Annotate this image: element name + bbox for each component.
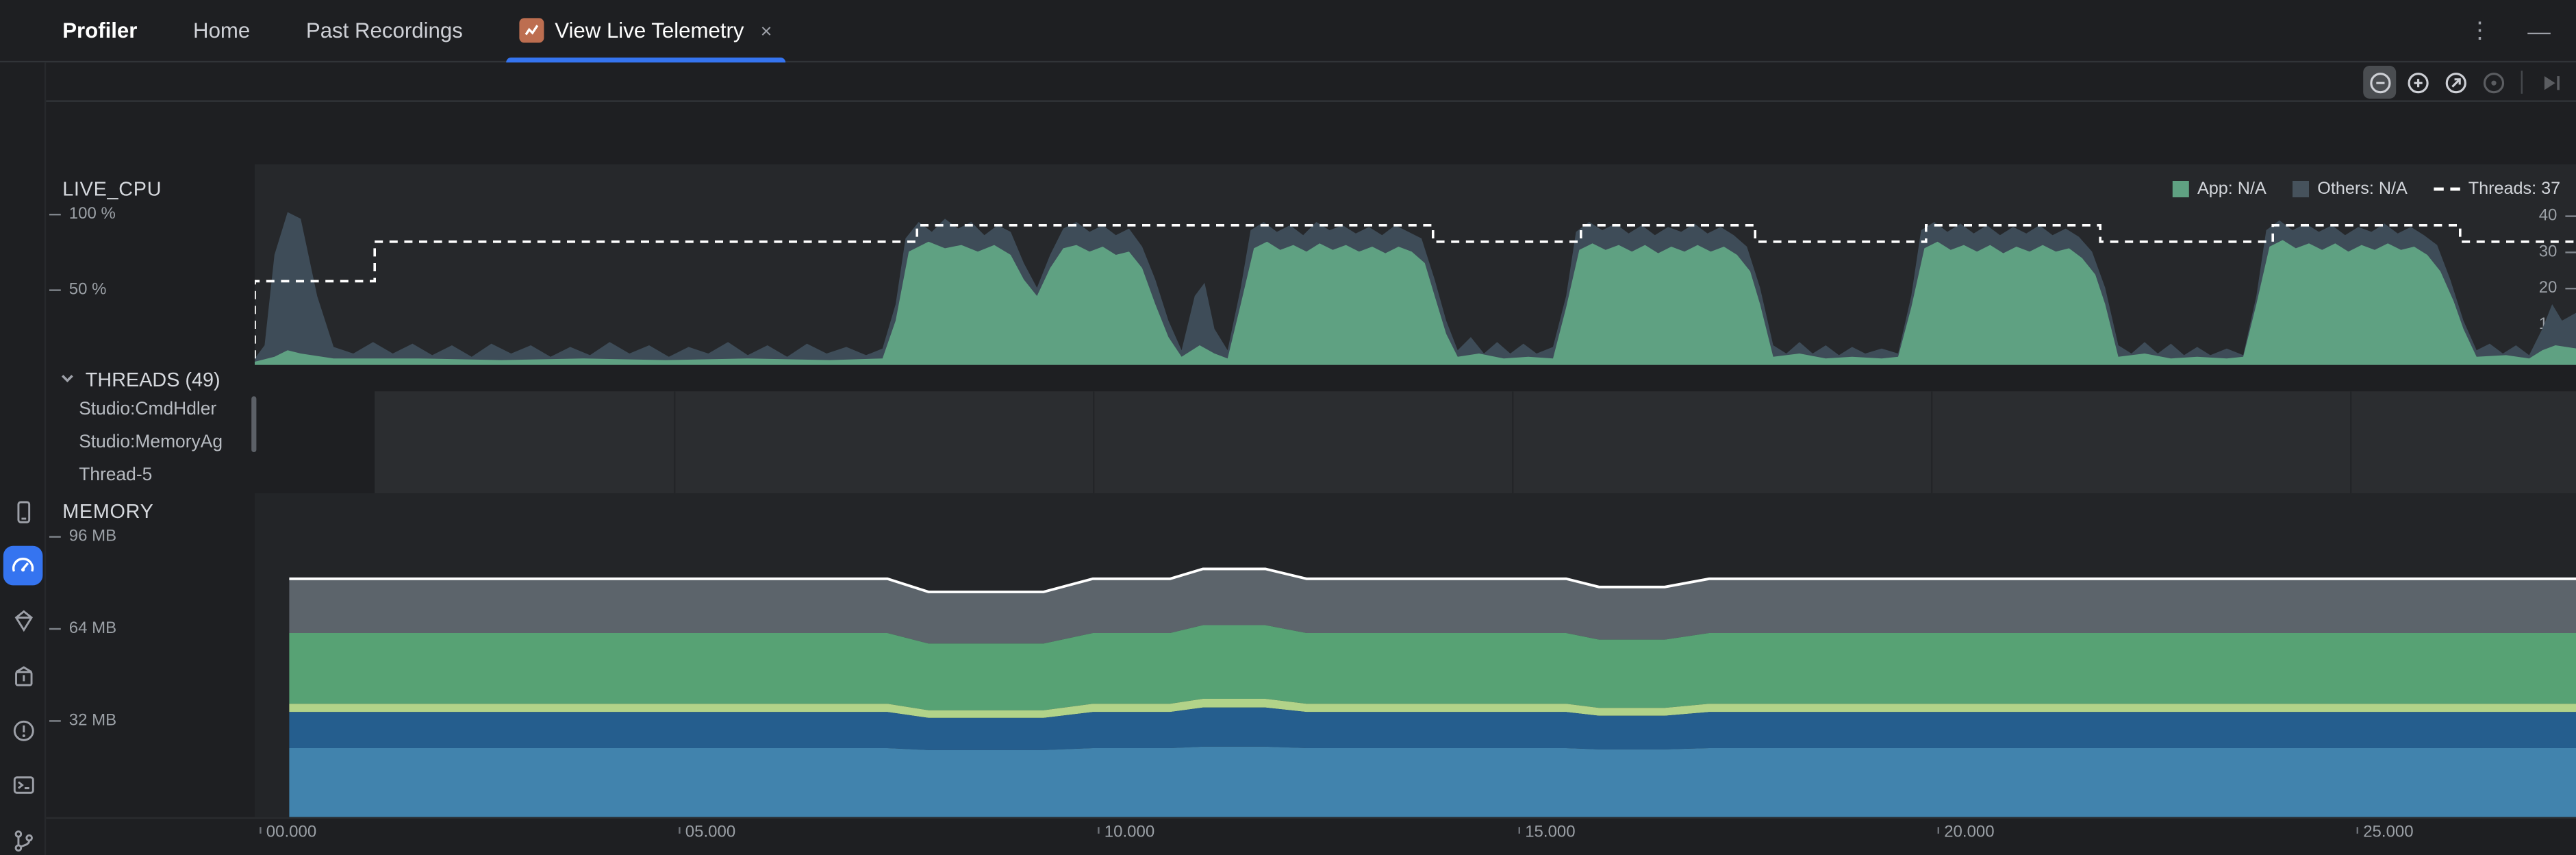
threads-gridline [674, 391, 676, 493]
zoom-in-button[interactable] [2401, 66, 2434, 99]
legend-threads: Threads: 37 [2434, 179, 2560, 199]
time-label-5: 25.000 [2356, 823, 2414, 842]
time-axis: 00.000 05.000 10.000 15.000 20.000 25.00… [0, 817, 2576, 855]
reset-zoom-icon[interactable] [2439, 66, 2472, 99]
threads-timeline-panel[interactable] [375, 391, 2576, 493]
memory-tick-32: 32 MB [49, 711, 116, 729]
app-quality-insights-icon[interactable] [8, 605, 38, 634]
memory-tick-96: 96 MB [49, 527, 116, 545]
active-tab-label: View Live Telemetry [555, 18, 744, 43]
legend-others-label: Others: N/A [2317, 179, 2408, 199]
profiler-icon[interactable] [3, 545, 43, 586]
time-label-0: 00.000 [260, 823, 316, 842]
cpu-tick-50: 50 % [49, 280, 107, 299]
cpu-usage-chart[interactable] [255, 206, 2576, 365]
time-label-3: 15.000 [1518, 823, 1576, 842]
thread-row-memoryag[interactable]: Studio:MemoryAg [79, 432, 223, 452]
tab-home[interactable]: Home [193, 18, 251, 43]
memory-tick-64: 64 MB [49, 619, 116, 637]
terminal-icon[interactable] [8, 769, 38, 799]
version-control-icon[interactable] [8, 826, 38, 855]
thread-row-thread5[interactable]: Thread-5 [79, 465, 153, 485]
legend-app: App: N/A [2172, 179, 2266, 199]
threads-header-label: THREADS (49) [85, 368, 220, 392]
active-tab-underline [505, 56, 785, 62]
legend-others: Others: N/A [2293, 179, 2408, 199]
tool-window-stripe [0, 62, 47, 855]
memory-section-title: MEMORY [62, 499, 154, 523]
events-track: MainActivity [0, 102, 2576, 267]
more-options-icon[interactable]: ⋮ [2468, 16, 2492, 43]
profiler-toolbar [0, 62, 2576, 102]
thread-row-cmdhdler[interactable]: Studio:CmdHdler [79, 399, 217, 419]
tab-bar-actions: ⋮ — [2468, 16, 2576, 45]
app-swatch [2172, 181, 2189, 197]
tool-window-title: Profiler [62, 18, 138, 43]
zoom-out-button[interactable] [2363, 66, 2397, 99]
tab-view-live-telemetry[interactable]: View Live Telemetry × [505, 0, 785, 62]
threads-swatch [2434, 187, 2460, 191]
tab-bar: Profiler Home Past Recordings View Live … [0, 0, 2576, 63]
threads-tick-20: 20 [2539, 279, 2576, 297]
zoom-to-selection-icon[interactable] [2477, 66, 2510, 99]
cpu-section-title: LIVE_CPU [62, 177, 162, 201]
legend-app-label: App: N/A [2197, 179, 2266, 199]
time-label-1: 05.000 [679, 823, 735, 842]
threads-gridline [2350, 391, 2352, 493]
threads-gridline [1512, 391, 1514, 493]
others-swatch [2293, 181, 2310, 197]
threads-gridline [1931, 391, 1933, 493]
time-label-2: 10.000 [1098, 823, 1154, 842]
legend-threads-label: Threads: 37 [2468, 179, 2561, 199]
problems-icon[interactable] [8, 715, 38, 745]
zoom-controls [2363, 66, 2567, 99]
cpu-legend: App: N/A Others: N/A Threads: 37 [2172, 179, 2560, 199]
hide-window-icon[interactable]: — [2527, 17, 2551, 44]
tab-past-recordings[interactable]: Past Recordings [305, 18, 463, 43]
close-tab-icon[interactable]: × [760, 18, 772, 42]
memory-usage-chart[interactable] [255, 526, 2576, 817]
toolbar-separator [2521, 71, 2523, 94]
telemetry-tab-icon [518, 18, 544, 43]
time-label-4: 20.000 [1937, 823, 1995, 842]
go-to-live-icon[interactable] [2534, 66, 2567, 99]
threads-scrollbar[interactable] [251, 396, 257, 452]
cpu-tick-100: 100 % [49, 205, 116, 223]
layout-inspector-icon[interactable] [8, 497, 38, 526]
threads-tick-40: 40 [2539, 206, 2576, 225]
device-explorer-icon[interactable] [8, 661, 38, 691]
threads-gridline [1093, 391, 1095, 493]
threads-tick-30: 30 [2539, 243, 2576, 260]
threads-header[interactable]: THREADS (49) [59, 368, 220, 392]
chevron-down-icon [59, 369, 75, 392]
